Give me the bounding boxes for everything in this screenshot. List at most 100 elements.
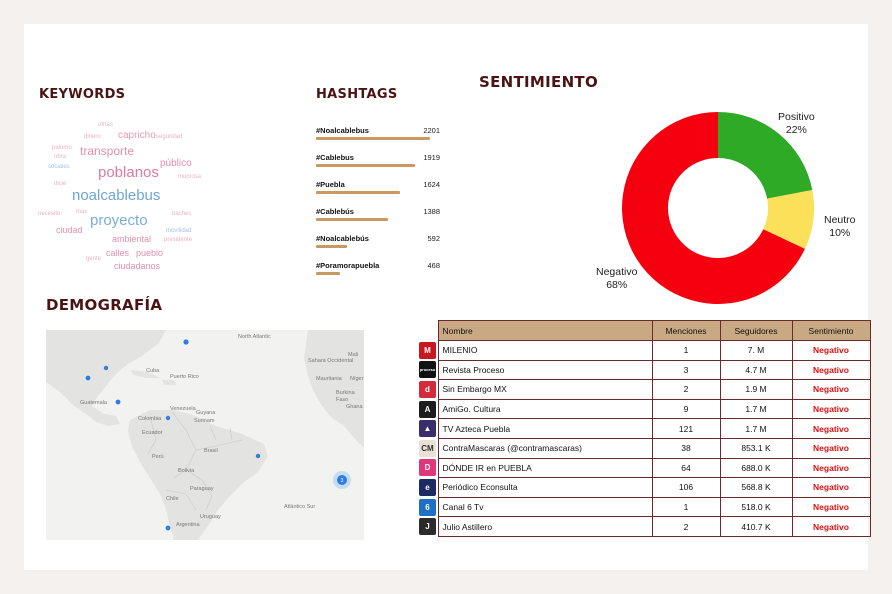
south-america-landmass bbox=[128, 410, 268, 540]
map-pin[interactable] bbox=[115, 399, 121, 405]
media-logo-cell: D bbox=[418, 458, 439, 478]
map-location-pins bbox=[85, 339, 261, 531]
media-sentiment: Negativo bbox=[791, 457, 871, 479]
hashtag-label: #Poramorapuebla bbox=[316, 261, 380, 270]
media-name: TV Azteca Puebla bbox=[437, 418, 653, 439]
hashtag-row: #Noalcablebus 2201 bbox=[316, 126, 440, 153]
hashtag-count: 1919 bbox=[423, 153, 440, 162]
header-nombre[interactable]: Nombre bbox=[437, 320, 653, 341]
table-row[interactable]: e Periódico Econsulta 106 568.8 K Negativo bbox=[418, 477, 871, 498]
media-followers: 1.7 M bbox=[719, 418, 793, 439]
map-pin[interactable] bbox=[165, 415, 171, 421]
sentiment-donut-chart bbox=[620, 110, 816, 311]
table-row[interactable]: 6 Canal 6 Tv 1 518.0 K Negativo bbox=[418, 496, 871, 518]
keyword: mas bbox=[76, 209, 88, 215]
map-label-mali: Mali bbox=[348, 352, 359, 358]
map-label-atlantico-sur: Atlántico Sur bbox=[284, 504, 316, 510]
map-pin[interactable] bbox=[255, 453, 261, 459]
donut-slice-negativo[interactable] bbox=[622, 112, 805, 304]
label-negativo-value: 68% bbox=[606, 279, 628, 291]
hashtags-list: #Noalcablebus 2201 #Cablebus 1919 #Puebla 162… bbox=[316, 126, 440, 288]
map-pin[interactable] bbox=[85, 375, 91, 381]
hashtags-heading: HASHTAGS bbox=[316, 87, 398, 102]
media-sentiment: Negativo bbox=[791, 398, 871, 420]
map-label-brasil: Brasil bbox=[204, 448, 218, 454]
label-positivo-name: Positivo bbox=[778, 111, 815, 123]
table-row[interactable]: D DÓNDE IR en PUEBLA 64 688.0 K Negativo bbox=[418, 457, 871, 479]
hashtag-label: #Puebla bbox=[316, 180, 345, 189]
hashtag-label: #Noalcablebús bbox=[316, 234, 369, 243]
keyword: presidente bbox=[164, 237, 193, 243]
map-label-guyana: Guyana bbox=[196, 410, 216, 416]
media-logo-cell: J bbox=[418, 516, 439, 537]
media-logo-icon: CM bbox=[419, 439, 436, 457]
map-pin[interactable] bbox=[103, 365, 109, 371]
header-sentimiento[interactable]: Sentimiento bbox=[791, 320, 871, 341]
media-logo-icon: e bbox=[419, 478, 436, 496]
donut-slice-positivo[interactable] bbox=[718, 112, 813, 199]
hashtag-bar bbox=[316, 272, 341, 275]
country-borders bbox=[147, 411, 243, 511]
hashtag-bar bbox=[316, 191, 401, 194]
media-followers: 7. M bbox=[719, 340, 793, 361]
map-label-peru: Perú bbox=[152, 454, 164, 460]
hashtag-count: 468 bbox=[427, 261, 440, 270]
keyword: noalcablebus bbox=[72, 187, 161, 204]
hashtag-row: #Cablebus 1919 bbox=[316, 153, 440, 180]
map-cluster-count: 3 bbox=[341, 478, 344, 484]
hashtag-row: #Poramorapuebla 468 bbox=[316, 261, 440, 288]
media-followers: 410.7 K bbox=[719, 516, 793, 537]
keyword: poblanos bbox=[98, 164, 159, 181]
media-logo-cell: proceso bbox=[418, 360, 439, 380]
media-logo-icon: 6 bbox=[419, 498, 436, 516]
media-mentions: 2 bbox=[651, 516, 721, 537]
media-followers: 1.9 M bbox=[719, 379, 793, 400]
media-sentiment: Negativo bbox=[791, 437, 871, 459]
map-pin[interactable] bbox=[183, 339, 189, 345]
media-name: DÓNDE IR en PUEBLA bbox=[437, 457, 653, 479]
media-logo-cell: d bbox=[418, 379, 439, 400]
table-row[interactable]: CM ContraMascaras (@contramascaras) 38 853.… bbox=[418, 437, 871, 459]
media-logo-cell: ▲ bbox=[418, 418, 439, 439]
donut-svg bbox=[622, 112, 814, 304]
demografia-heading: DEMOGRAFÍA bbox=[46, 296, 163, 314]
media-mentions: 1 bbox=[651, 340, 721, 361]
demographics-map[interactable]: 3 North Atlantic Sahara Occidental Mali … bbox=[46, 330, 364, 540]
media-sentiment: Negativo bbox=[791, 516, 871, 537]
media-followers: 518.0 K bbox=[719, 496, 793, 518]
hashtag-label: #Cablebús bbox=[316, 207, 354, 216]
media-mentions: 38 bbox=[651, 437, 721, 459]
media-logo-icon: J bbox=[419, 518, 436, 536]
donut-slice-neutro[interactable] bbox=[763, 190, 814, 249]
table-row[interactable]: ▲ TV Azteca Puebla 121 1.7 M Negativo bbox=[418, 418, 871, 439]
map-label-guatemala: Guatemala bbox=[80, 400, 107, 406]
hashtag-bar bbox=[316, 137, 430, 140]
header-menciones[interactable]: Menciones bbox=[651, 320, 721, 341]
media-mentions: 106 bbox=[651, 477, 721, 498]
map-label-uruguay: Uruguay bbox=[200, 514, 221, 520]
map-cluster[interactable] bbox=[337, 475, 347, 485]
map-label-chile: Chile bbox=[166, 496, 179, 502]
map-pin[interactable] bbox=[165, 525, 171, 531]
table-row[interactable]: proceso Revista Proceso 3 4.7 M Negativo bbox=[418, 359, 871, 381]
keyword: baches bbox=[172, 211, 192, 217]
table-row[interactable]: M MILENIO 1 7. M Negativo bbox=[418, 340, 871, 361]
media-followers: 4.7 M bbox=[719, 359, 793, 381]
media-name: Julio Astillero bbox=[437, 516, 653, 537]
map-label-argentina: Argentina bbox=[176, 522, 200, 528]
media-logo-icon: D bbox=[419, 459, 436, 477]
media-mentions: 2 bbox=[651, 379, 721, 400]
keyword: obra bbox=[54, 154, 67, 160]
map-label-burkina: Burkina Faso bbox=[336, 390, 355, 403]
map-label-sahara: Sahara Occidental bbox=[308, 358, 354, 364]
media-name: AmiGo. Cultura bbox=[437, 398, 653, 420]
keyword: sociales bbox=[48, 164, 70, 170]
table-row[interactable]: A AmiGo. Cultura 9 1.7 M Negativo bbox=[418, 398, 871, 420]
table-row[interactable]: d Sin Embargo MX 2 1.9 M Negativo bbox=[418, 379, 871, 400]
media-sentiment: Negativo bbox=[791, 418, 871, 439]
keyword: transporte bbox=[80, 144, 135, 158]
label-negativo-name: Negativo bbox=[596, 266, 638, 278]
table-row[interactable]: J Julio Astillero 2 410.7 K Negativo bbox=[418, 516, 871, 537]
header-seguidores[interactable]: Seguidores bbox=[719, 320, 793, 341]
media-name: Periódico Econsulta bbox=[437, 477, 653, 498]
